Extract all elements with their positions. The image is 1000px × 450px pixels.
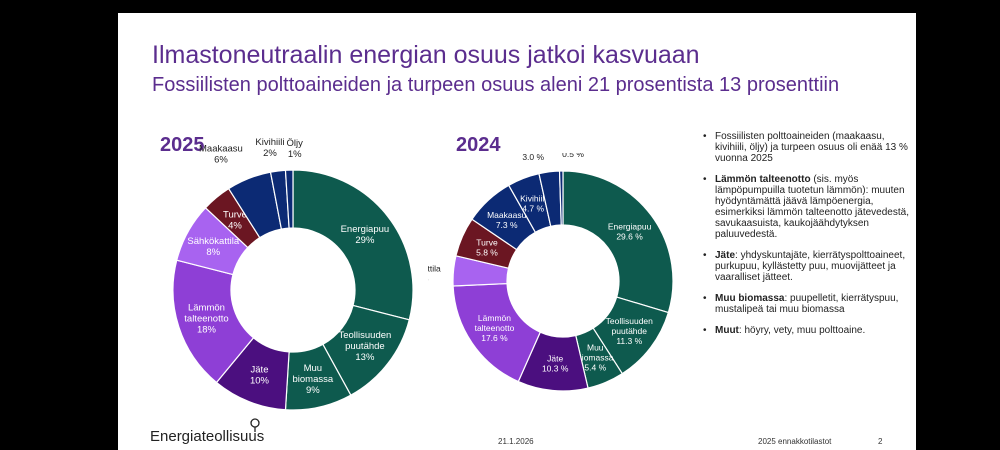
label-lammon-talteenotto: Lämmön talteenotto 17.6 % [475, 313, 515, 343]
donut-chart-2024: Energiapuu 29.6 % Teollisuuden puutähde 11.3… [428, 153, 674, 392]
brand-logo-icon [250, 418, 260, 432]
label-muut: Muut0.5 % [562, 153, 584, 159]
donut-chart-2025: Energiapuu 29% Teollisuuden puutähde 13%Muu b… [172, 137, 414, 411]
notes-list: Fossiilisten polttoaineiden (maakaasu, k… [703, 131, 913, 346]
slide-title: Ilmastoneutraalin energian osuus jatkoi … [152, 41, 700, 69]
label-energiapuu: Energiapuu 29% [341, 224, 390, 246]
label-muu-biomassa: Muu biomassa 9% [293, 363, 334, 396]
label-teollisuuden-puutahde: Teollisuuden puutähde 11.3 % [606, 316, 654, 346]
label-kivihiili: Kivihiili 2% [255, 137, 284, 159]
chart-title-2025: 2025 [160, 134, 205, 156]
slice-oljy [284, 169, 294, 229]
slice-muut [558, 170, 564, 226]
label-turve: Turve 5.8 % [476, 238, 498, 258]
note-item: Fossiilisten polttoaineiden (maakaasu, k… [703, 131, 913, 164]
label-oljy: Öljy3.0 % [522, 153, 544, 162]
slide: Ilmastoneutraalin energian osuus jatkoi … [118, 13, 916, 450]
label-lammon-talteenotto: Lämmön talteenotto 18% [184, 302, 228, 335]
label-maakaasu: Maakaasu 7.3 % [487, 210, 526, 230]
label-teollisuuden-puutahde: Teollisuuden puutähde 13% [338, 330, 391, 363]
chart-title-2024: 2024 [456, 134, 501, 156]
note-item: Muut: höyry, vety, muu polttoaine. [703, 325, 913, 336]
label-kivihiili: Kivihiili 4.7 % [520, 194, 546, 214]
slice-energiapuu [292, 169, 414, 321]
label-energiapuu: Energiapuu 29.6 % [608, 221, 652, 241]
label-oljy: Öljy 1% [287, 138, 304, 160]
page-number: 2 [878, 437, 883, 446]
note-item: Lämmön talteenotto (sis. myös lämpöpumpu… [703, 174, 913, 240]
brand-logo-text: Energiateollisuus [150, 428, 265, 445]
slice-energiapuu [562, 170, 674, 314]
label-jate: Jäte 10% [250, 364, 270, 386]
label-sahkokattila: Sähkökattila4.4 % [428, 263, 441, 283]
footer-source: 2025 ennakkotilastot [758, 437, 832, 446]
label-sahkokattila: Sähkökattila 8% [187, 236, 239, 258]
note-item: Muu biomassa: puupelletit, kierrätyspuu,… [703, 293, 913, 315]
label-maakaasu: Maakaasu 6% [199, 143, 243, 165]
label-muu-biomassa: Muu biomassa 5.4 % [577, 342, 614, 372]
footer-date: 21.1.2026 [498, 437, 534, 446]
note-item: Jäte: yhdyskuntajäte, kierrätyspolttoain… [703, 250, 913, 283]
label-turve: Turve 4% [223, 210, 247, 232]
slide-subtitle: Fossiilisten polttoaineiden ja turpeen o… [152, 74, 840, 96]
label-jate: Jäte 10.3 % [542, 354, 569, 374]
